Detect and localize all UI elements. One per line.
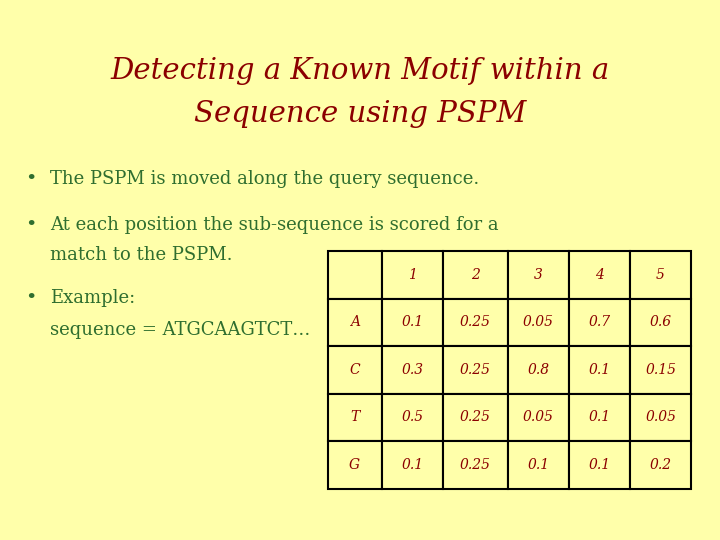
Text: Sequence using PSPM: Sequence using PSPM <box>194 100 526 128</box>
Text: 0.1: 0.1 <box>401 315 423 329</box>
Text: match to the PSPM.: match to the PSPM. <box>50 246 233 264</box>
Text: sequence = ATGCAAGTCT…: sequence = ATGCAAGTCT… <box>50 321 311 339</box>
Text: 0.05: 0.05 <box>645 410 676 424</box>
Text: 3: 3 <box>534 268 543 282</box>
Text: 0.6: 0.6 <box>649 315 672 329</box>
Text: •: • <box>25 216 37 234</box>
Text: 0.8: 0.8 <box>527 363 549 377</box>
Text: Example:: Example: <box>50 289 135 307</box>
Text: A: A <box>350 315 359 329</box>
Text: 0.05: 0.05 <box>523 315 554 329</box>
Text: 1: 1 <box>408 268 417 282</box>
Text: 0.25: 0.25 <box>459 458 491 472</box>
Text: 0.05: 0.05 <box>523 410 554 424</box>
Text: •: • <box>25 170 37 188</box>
Text: 0.25: 0.25 <box>459 363 491 377</box>
Text: 0.25: 0.25 <box>459 410 491 424</box>
Text: •: • <box>25 289 37 307</box>
Text: 0.1: 0.1 <box>588 410 611 424</box>
Text: 0.1: 0.1 <box>588 363 611 377</box>
Text: G: G <box>349 458 360 472</box>
Text: 0.1: 0.1 <box>527 458 549 472</box>
Text: 0.15: 0.15 <box>645 363 676 377</box>
Text: T: T <box>350 410 359 424</box>
Text: 0.3: 0.3 <box>401 363 423 377</box>
Text: 0.5: 0.5 <box>401 410 423 424</box>
Text: 4: 4 <box>595 268 604 282</box>
Text: 0.2: 0.2 <box>649 458 672 472</box>
Text: 0.7: 0.7 <box>588 315 611 329</box>
Text: 2: 2 <box>471 268 480 282</box>
Text: 0.1: 0.1 <box>401 458 423 472</box>
Text: 0.25: 0.25 <box>459 315 491 329</box>
Text: At each position the sub-sequence is scored for a: At each position the sub-sequence is sco… <box>50 216 499 234</box>
Text: Detecting a Known Motif within a: Detecting a Known Motif within a <box>110 57 610 85</box>
Text: C: C <box>349 363 360 377</box>
Text: The PSPM is moved along the query sequence.: The PSPM is moved along the query sequen… <box>50 170 480 188</box>
Text: 5: 5 <box>656 268 665 282</box>
Text: 0.1: 0.1 <box>588 458 611 472</box>
